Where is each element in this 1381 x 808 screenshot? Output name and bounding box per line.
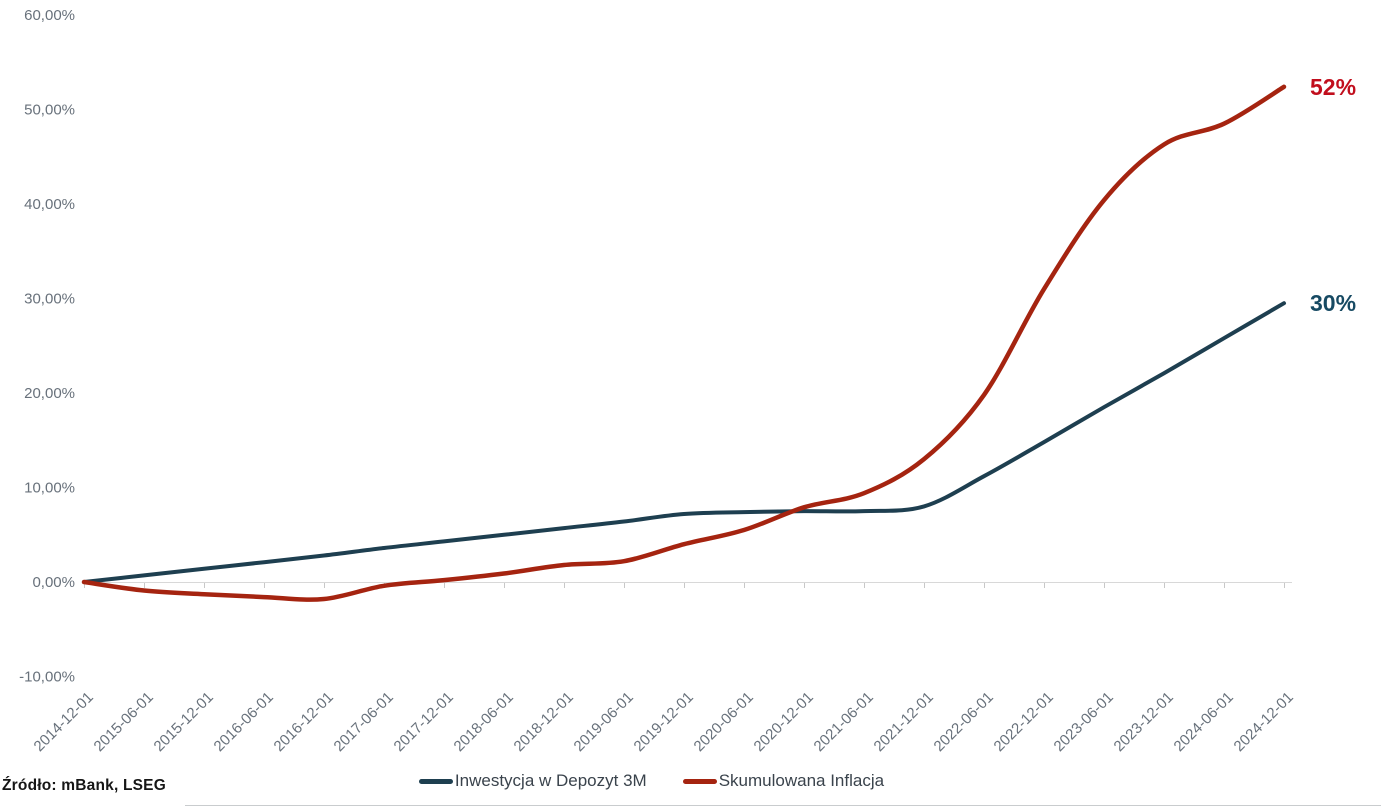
y-axis-tick-label: 60,00% xyxy=(24,7,75,24)
series-end-label-cumulative-inflation: 52% xyxy=(1310,74,1356,100)
legend: Inwestycja w Depozyt 3M Skumulowana Infla… xyxy=(0,771,1303,791)
series-line-deposit-3m xyxy=(82,301,1286,584)
x-axis-tick-label: 2014-12-01 xyxy=(31,689,97,755)
x-axis-tick-label: 2017-12-01 xyxy=(391,689,457,755)
y-axis-tick-label: 30,00% xyxy=(24,291,75,308)
series-end-label-deposit-3m: 30% xyxy=(1310,290,1356,316)
legend-item-cumulative-inflation: Skumulowana Inflacja xyxy=(682,771,885,791)
x-axis-tick-label: 2017-06-01 xyxy=(331,689,397,755)
x-axis-tick-label: 2023-06-01 xyxy=(1051,689,1117,755)
y-axis-tick-label: 0,00% xyxy=(32,574,75,591)
y-axis-tick-label: 20,00% xyxy=(24,385,75,402)
x-axis-tick-label: 2024-06-01 xyxy=(1171,689,1237,755)
x-axis-tick-label: 2022-12-01 xyxy=(991,689,1057,755)
x-axis-tick-label: 2016-06-01 xyxy=(211,689,277,755)
x-axis-tick-label: 2023-12-01 xyxy=(1111,689,1177,755)
legend-label: Inwestycja w Depozyt 3M xyxy=(454,771,647,790)
x-axis-tick-label: 2016-12-01 xyxy=(271,689,337,755)
x-axis-tick-label: 2021-06-01 xyxy=(811,689,877,755)
source-note: Źródło: mBank, LSEG xyxy=(2,777,166,794)
x-axis-tick-label: 2020-12-01 xyxy=(751,689,817,755)
y-axis-tick-label: -10,00% xyxy=(19,669,75,686)
bottom-divider xyxy=(185,805,1381,806)
legend-item-deposit-3m: Inwestycja w Depozyt 3M xyxy=(418,771,647,791)
x-axis-tick-label: 2019-06-01 xyxy=(571,689,637,755)
legend-swatch-icon xyxy=(418,778,453,784)
y-axis-tick-label: 40,00% xyxy=(24,196,75,213)
x-axis-tick-label: 2015-12-01 xyxy=(151,689,217,755)
x-axis-tick-label: 2022-06-01 xyxy=(931,689,997,755)
y-axis-tick-label: 10,00% xyxy=(24,480,75,497)
x-axis-tick-label: 2018-12-01 xyxy=(511,689,577,755)
legend-label: Skumulowana Inflacja xyxy=(718,771,885,790)
series-line-cumulative-inflation xyxy=(81,84,1287,602)
x-axis-tick-label: 2021-12-01 xyxy=(871,689,937,755)
x-axis-tick-label: 2020-06-01 xyxy=(691,689,757,755)
line-chart: 60,00% 50,00% 40,00% 30,00% 20,00% 10,00% 0,00… xyxy=(19,7,1356,755)
y-axis-tick-label: 50,00% xyxy=(24,102,75,119)
x-axis-tick-label: 2015-06-01 xyxy=(91,689,157,755)
x-axis-tick-label: 2019-12-01 xyxy=(631,689,697,755)
x-axis-tick-label: 2018-06-01 xyxy=(451,689,517,755)
legend-swatch-icon xyxy=(682,778,717,784)
x-axis-tick-label: 2024-12-01 xyxy=(1231,689,1297,755)
